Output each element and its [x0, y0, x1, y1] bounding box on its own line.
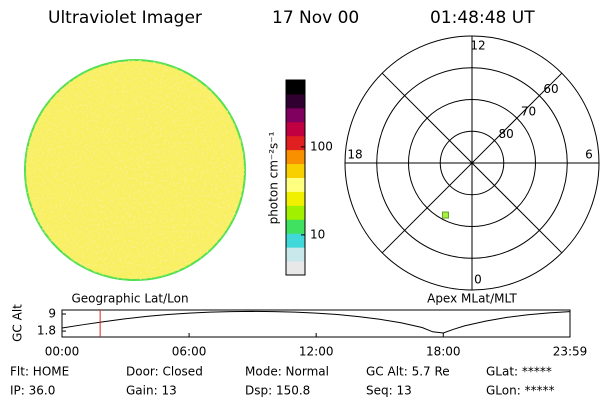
status-panel: Flt: HOME IP: 36.0 Door: Closed Gain: 13 Mod…	[10, 365, 555, 398]
colorbar-step	[286, 205, 305, 220]
y-axis-label: GC Alt	[11, 304, 25, 342]
x-tick-label: 18:00	[426, 345, 461, 359]
x-tick-label: 12:00	[299, 345, 334, 359]
colorbar-tick-label: 10	[310, 227, 325, 241]
mlt-label: 12	[470, 39, 485, 53]
image-disk	[24, 59, 246, 281]
aurora-point	[441, 211, 449, 219]
colorbar-frame	[285, 79, 306, 276]
status-field: IP: 36.0	[10, 384, 55, 398]
colorbar-step	[286, 177, 305, 192]
date: 17 Nov 00	[272, 8, 359, 28]
alt-line	[61, 310, 571, 334]
polar-label: Apex MLat/MLT	[427, 292, 517, 306]
colorbar-step	[286, 135, 305, 151]
image-label: Geographic Lat/Lon	[71, 292, 188, 306]
mlt-label: 18	[347, 148, 362, 162]
x-tick-label: 23:59	[553, 345, 588, 359]
colorbar-step	[286, 93, 305, 109]
status-field: Seq: 13	[366, 384, 412, 398]
status-field: Mode: Normal	[245, 365, 329, 379]
x-tick-label: 06:00	[172, 345, 207, 359]
time: 01:48:48 UT	[430, 8, 535, 28]
lat-label: 70	[521, 105, 536, 119]
status-field: Dsp: 150.8	[245, 384, 310, 398]
status-field: GLat: *****	[486, 365, 552, 379]
status-field: Gain: 13	[126, 384, 177, 398]
colorbar-step	[286, 261, 305, 276]
title: Ultraviolet Imager	[48, 8, 202, 28]
y-tick-label: 9	[48, 307, 56, 321]
colorbar-step	[286, 163, 305, 178]
y-tick-label: 1.8	[37, 324, 56, 338]
colorbar-step	[286, 149, 305, 165]
colorbar-step	[286, 191, 305, 206]
mlt-label: 0	[474, 273, 482, 287]
alt-frame	[61, 309, 571, 338]
colorbar-step	[286, 219, 305, 234]
colorbar-label: photon cm⁻²s⁻¹	[267, 131, 281, 224]
lat-label: 80	[498, 127, 513, 141]
colorbar-step	[286, 247, 305, 262]
x-tick-label: 00:00	[45, 345, 80, 359]
mlt-line	[381, 72, 563, 254]
colorbar-tick-label: 100	[310, 139, 333, 153]
lat-label: 60	[543, 82, 558, 96]
colorbar: 10 100	[285, 79, 333, 276]
colorbar-step	[286, 107, 305, 123]
colorbar-step	[286, 80, 305, 95]
colorbar-step	[286, 121, 305, 137]
mlt-label: 6	[585, 148, 593, 162]
status-field: Flt: HOME	[10, 365, 69, 379]
colorbar-step	[286, 233, 305, 248]
status-field: Door: Closed	[126, 365, 203, 379]
alt-plot: 1.8 9 00:00 06:00 12:00 18:00 23:59	[37, 307, 587, 359]
status-field: GC Alt: 5.7 Re	[366, 365, 450, 379]
status-field: GLon: *****	[486, 384, 555, 398]
